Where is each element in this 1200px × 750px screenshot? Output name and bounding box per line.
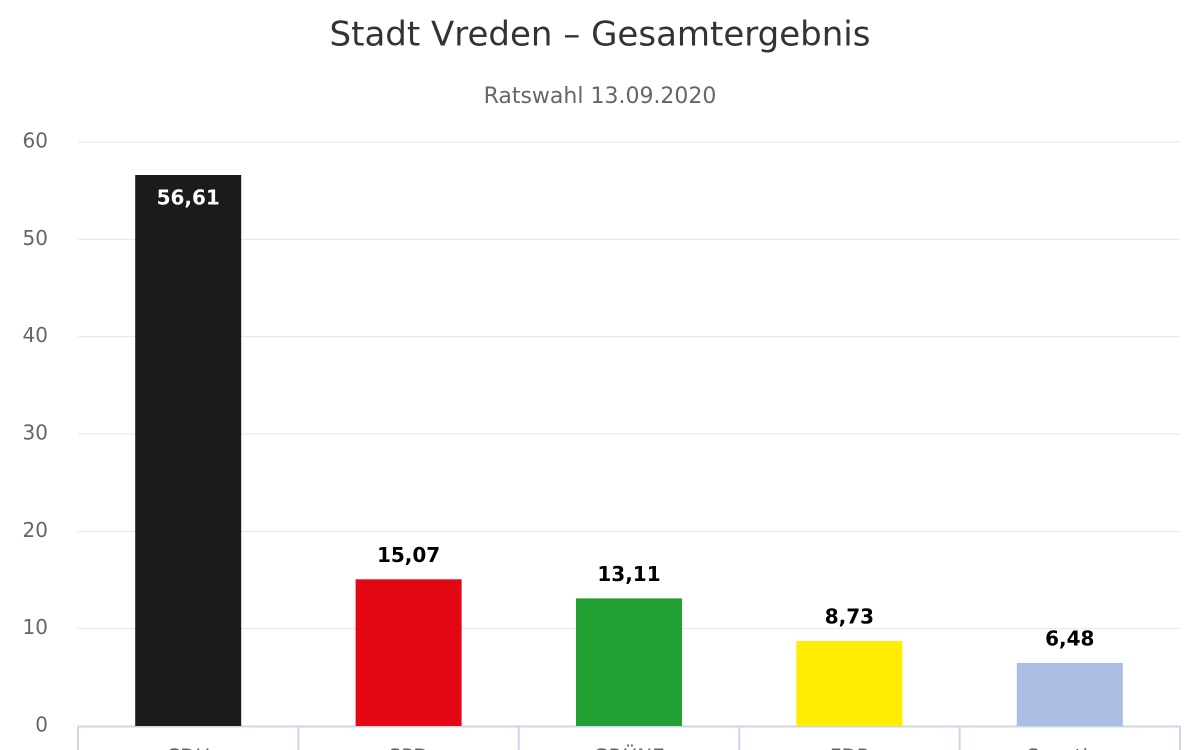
y-tick-label: 30 xyxy=(23,421,48,445)
chart-title: Stadt Vreden – Gesamtergebnis xyxy=(330,15,871,55)
y-tick-label: 50 xyxy=(23,226,48,250)
value-label: 56,61 xyxy=(157,185,220,209)
x-tick-label: FDP xyxy=(830,745,869,750)
y-tick-label: 0 xyxy=(35,713,48,737)
y-tick-label: 20 xyxy=(23,518,48,542)
value-label: 13,11 xyxy=(597,562,660,586)
bar xyxy=(135,174,242,727)
x-tick-label: Sonstige xyxy=(1027,745,1113,750)
value-label: 8,73 xyxy=(825,605,874,629)
x-tick-label: CDU xyxy=(166,745,210,750)
bar xyxy=(1016,662,1123,726)
chart-subtitle: Ratswahl 13.09.2020 xyxy=(484,84,717,109)
value-label: 15,07 xyxy=(377,543,440,567)
value-label: 6,48 xyxy=(1045,626,1094,650)
y-tick-label: 40 xyxy=(23,323,48,347)
bar xyxy=(796,641,903,726)
bar xyxy=(355,579,462,726)
x-tick-label: SPD xyxy=(389,745,429,750)
x-tick-label: GRÜNE xyxy=(593,745,665,750)
y-tick-label: 10 xyxy=(23,615,48,639)
y-tick-label: 60 xyxy=(23,129,48,153)
bar xyxy=(576,598,682,726)
